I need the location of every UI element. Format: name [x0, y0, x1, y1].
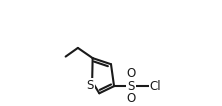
Text: O: O	[126, 92, 135, 105]
Text: S: S	[87, 79, 94, 92]
Text: Cl: Cl	[150, 80, 161, 93]
Text: O: O	[126, 67, 135, 80]
Text: S: S	[127, 80, 135, 93]
